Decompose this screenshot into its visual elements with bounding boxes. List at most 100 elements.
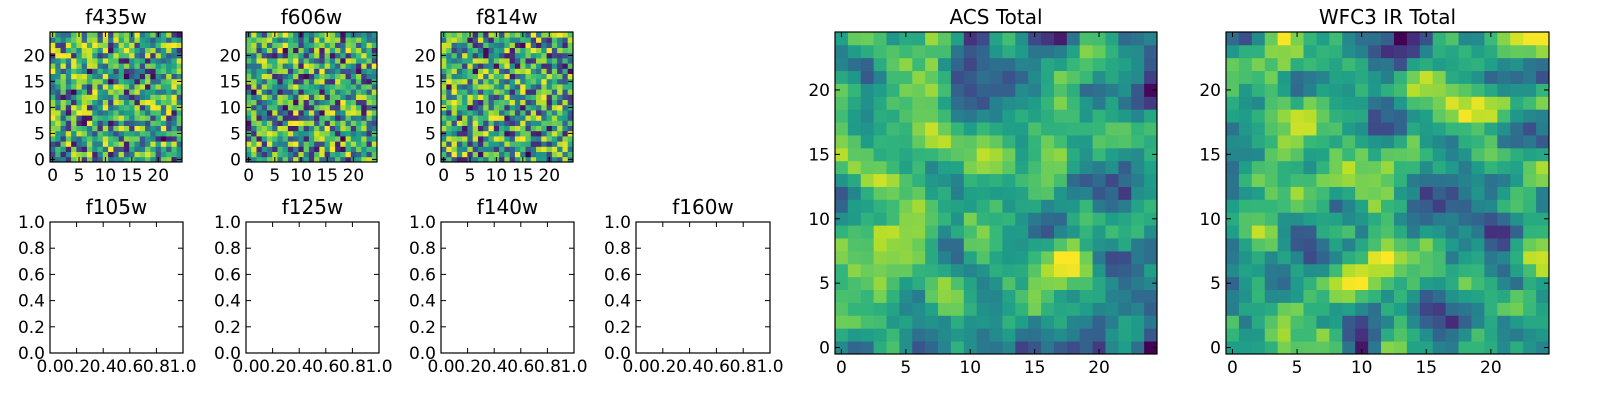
- heatmap-cell: [1316, 328, 1330, 342]
- heatmap-cell: [50, 37, 56, 43]
- heatmap-cell: [1355, 302, 1369, 316]
- heatmap-cell: [118, 47, 125, 54]
- heatmap-cell: [541, 47, 547, 54]
- heatmap-cell: [1105, 32, 1119, 46]
- heatmap-cell: [551, 120, 558, 126]
- x-tick-label: 20: [1088, 358, 1110, 378]
- heatmap-cell: [76, 120, 83, 126]
- heatmap-cell: [499, 52, 505, 59]
- heatmap-cell: [329, 115, 336, 121]
- heatmap-cell: [287, 151, 294, 158]
- heatmap-cell: [60, 146, 67, 152]
- heatmap-cell: [1053, 238, 1068, 252]
- heatmap-cell: [266, 68, 273, 74]
- heatmap-cell: [441, 136, 447, 142]
- heatmap-cell: [451, 136, 458, 142]
- heatmap-cell: [536, 141, 542, 147]
- heatmap-cell: [345, 110, 352, 116]
- heatmap-cell: [356, 141, 362, 147]
- heatmap-cell: [251, 99, 257, 106]
- heatmap-cell: [102, 42, 109, 48]
- heatmap-cell: [97, 94, 104, 100]
- heatmap-cell: [1406, 160, 1421, 175]
- heatmap-cell: [1264, 328, 1279, 342]
- heatmap-cell: [1510, 302, 1524, 316]
- heatmap-cell: [860, 212, 875, 226]
- heatmap-cell: [60, 32, 67, 38]
- heatmap-cell: [314, 125, 320, 132]
- heatmap-cell: [139, 156, 146, 163]
- heatmap-cell: [139, 120, 146, 126]
- heatmap-cell: [118, 141, 125, 147]
- heatmap-cell: [976, 83, 990, 97]
- heatmap-cell: [1419, 32, 1434, 46]
- heatmap-cell: [1118, 147, 1132, 162]
- heatmap-cell: [308, 52, 315, 59]
- heatmap-cell: [1536, 199, 1550, 213]
- heatmap-cell: [835, 212, 849, 226]
- heatmap-cell: [155, 42, 162, 48]
- heatmap-cell: [472, 99, 479, 106]
- heatmap-cell: [873, 160, 887, 175]
- heatmap-cell: [976, 57, 990, 72]
- heatmap-cell: [371, 47, 378, 54]
- heatmap-cell: [371, 125, 378, 132]
- heatmap-cell: [108, 52, 114, 59]
- heatmap-cell: [361, 52, 367, 59]
- heatmap-cell: [1393, 328, 1408, 342]
- heatmap-cell: [562, 141, 569, 147]
- heatmap-cell: [329, 47, 336, 54]
- heatmap-cell: [835, 276, 849, 290]
- heatmap-cell: [1028, 147, 1042, 162]
- heatmap-cell: [551, 73, 558, 80]
- heatmap-cell: [1290, 147, 1304, 162]
- heatmap-cell: [1536, 225, 1550, 239]
- heatmap-cell: [562, 156, 569, 163]
- heatmap-cell: [1458, 328, 1472, 342]
- heatmap-cell: [899, 173, 913, 187]
- heatmap-cell: [1264, 160, 1279, 175]
- heatmap-cell: [76, 73, 83, 80]
- heatmap-cell: [356, 136, 362, 142]
- heatmap-cell: [298, 42, 305, 48]
- heatmap-cell: [446, 52, 452, 59]
- heatmap-cell: [314, 115, 320, 121]
- heatmap-cell: [251, 68, 257, 74]
- heatmap-cell: [329, 99, 336, 106]
- heatmap-cell: [462, 151, 468, 158]
- heatmap-cell: [308, 84, 315, 90]
- heatmap-cell: [1393, 263, 1408, 278]
- heatmap-cell: [989, 83, 1003, 97]
- heatmap-cell: [1471, 225, 1485, 239]
- heatmap-cell: [92, 146, 98, 152]
- heatmap-cell: [329, 84, 336, 90]
- heatmap-cell: [1131, 328, 1145, 342]
- heatmap-cell: [536, 156, 542, 163]
- y-tick-label: 0.8: [214, 239, 241, 259]
- heatmap-cells: [835, 32, 1158, 355]
- heatmap-cell: [319, 146, 325, 152]
- heatmap-cell: [102, 63, 109, 69]
- heatmap-cell: [298, 130, 305, 137]
- heatmap-cell: [1053, 57, 1068, 72]
- heatmap-cell: [1497, 199, 1511, 213]
- heatmap-cell: [340, 110, 346, 116]
- heatmap-cell: [1368, 199, 1382, 213]
- heatmap-cell: [462, 156, 468, 163]
- heatmap-cell: [97, 99, 104, 106]
- heatmap-cell: [97, 58, 104, 64]
- heatmap-cell: [65, 32, 72, 38]
- heatmap-cell: [1406, 57, 1421, 72]
- heatmap-cell: [1303, 83, 1317, 97]
- heatmap-cell: [1419, 83, 1434, 97]
- heatmap-cell: [65, 115, 72, 121]
- heatmap-cell: [1445, 302, 1459, 316]
- heatmap-cell: [145, 52, 151, 59]
- heatmap-cell: [530, 156, 537, 163]
- heatmap-cell: [1131, 238, 1145, 252]
- heatmap-cell: [65, 151, 72, 158]
- heatmap-cell: [456, 52, 463, 59]
- axes-frame: [1225, 31, 1550, 355]
- heatmap-cell: [145, 32, 151, 38]
- heatmap-cell: [446, 99, 452, 106]
